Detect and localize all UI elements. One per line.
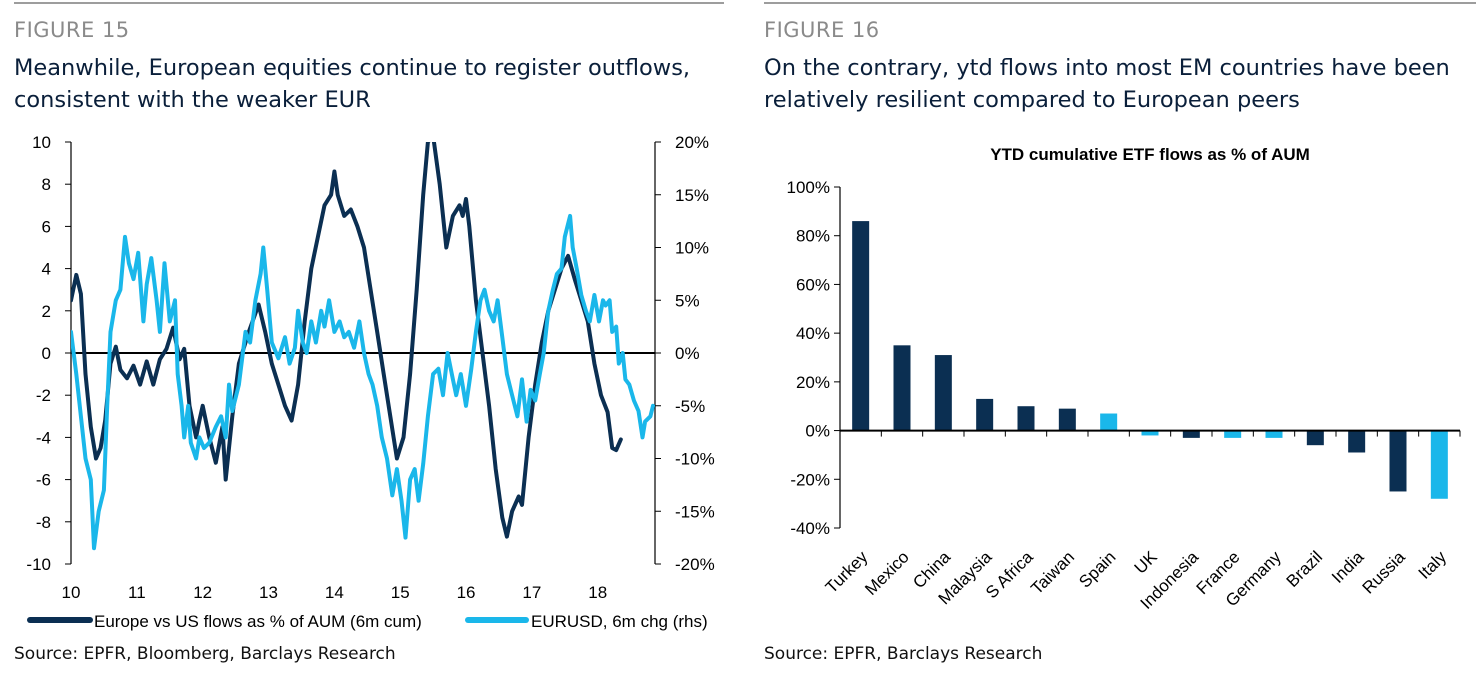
y-tick-label: 20%	[796, 373, 830, 392]
bar	[1348, 430, 1366, 453]
figure-rule	[764, 2, 1476, 4]
y-tick-label: 80%	[796, 227, 830, 246]
x-tick-label: 11	[128, 583, 146, 602]
bar	[1100, 413, 1118, 431]
figure-label: FIGURE 16	[764, 18, 880, 42]
category-label: Taiwan	[1027, 547, 1078, 598]
category-label: UK	[1131, 547, 1162, 578]
category-label: Italy	[1415, 547, 1451, 583]
figure-title-line-1: On the contrary, ytd flows into most EM …	[764, 55, 1450, 81]
y-tick-label: -20%	[790, 470, 830, 489]
bar	[934, 355, 952, 431]
right-tick-label: 0%	[675, 344, 700, 363]
y-tick-label: -40%	[790, 519, 830, 538]
left-tick-label: 0	[42, 344, 51, 363]
left-tick-label: 8	[42, 175, 51, 194]
x-tick-label: 16	[457, 583, 476, 602]
bar	[1141, 430, 1159, 436]
bar	[1430, 430, 1448, 499]
legend-label: EURUSD, 6m chg (rhs)	[531, 612, 708, 631]
left-tick-label: 4	[42, 260, 51, 279]
left-tick-label: -6	[36, 471, 51, 490]
bar	[976, 398, 994, 431]
bar-chart: YTD cumulative ETF flows as % of AUM 100%…	[787, 145, 1461, 613]
y-tick-label: 100%	[787, 178, 830, 197]
category-label: Brazil	[1283, 547, 1326, 590]
series-line	[71, 213, 655, 551]
bar	[1224, 430, 1242, 438]
line-chart: 10 8 6 4 2 0 -2 -4 -6 -8 -10 20% 15% 10% 5% 0% -5% -10% -1…	[26, 133, 715, 631]
source-note: Source: EPFR, Bloomberg, Barclays Resear…	[14, 644, 396, 664]
bar	[1265, 430, 1283, 438]
right-tick-label: -5%	[675, 397, 705, 416]
bar	[1058, 408, 1076, 431]
left-tick-label: 10	[32, 133, 51, 152]
right-tick-label: 10%	[675, 239, 709, 258]
y-tick-label: 60%	[796, 275, 830, 294]
x-tick-label: 10	[62, 583, 81, 602]
figure-title: Meanwhile, European equities continue to…	[14, 52, 690, 116]
left-tick-label: 2	[42, 302, 51, 321]
category-label: Mexico	[861, 547, 913, 599]
figure-title-line-2: consistent with the weaker EUR	[14, 87, 371, 113]
legend-label: Europe vs US flows as % of AUM (6m cum)	[94, 612, 422, 631]
series-group	[71, 142, 655, 551]
figure-label: FIGURE 15	[14, 18, 130, 42]
left-tick-label: -8	[36, 513, 51, 532]
right-tick-label: -10%	[675, 450, 715, 469]
category-label: Spain	[1075, 547, 1119, 591]
x-tick-label: 15	[391, 583, 410, 602]
x-tick-label: 18	[588, 583, 607, 602]
figure-rule	[14, 2, 724, 4]
y-tick-label: 0%	[805, 422, 830, 441]
figure-16-panel: FIGURE 16 On the contrary, ytd flows int…	[750, 0, 1476, 674]
figure-title-line-1: Meanwhile, European equities continue to…	[14, 55, 691, 81]
figure-15-panel: FIGURE 15 Meanwhile, European equities c…	[14, 2, 724, 664]
left-tick-label: 6	[42, 217, 51, 236]
bar	[1306, 430, 1324, 446]
bar	[1017, 406, 1035, 431]
bar	[1182, 430, 1200, 438]
category-label: S Africa	[982, 547, 1037, 602]
right-tick-label: 20%	[675, 133, 709, 152]
x-tick-label: 14	[325, 583, 344, 602]
right-tick-label: 5%	[675, 291, 700, 310]
left-tick-label: -10	[26, 555, 51, 574]
right-tick-label: -20%	[675, 555, 715, 574]
right-tick-label: 15%	[675, 186, 709, 205]
bar	[852, 221, 870, 431]
x-tick-label: 17	[522, 583, 541, 602]
bar	[893, 345, 911, 431]
right-tick-label: -15%	[675, 502, 715, 521]
series-line	[71, 142, 623, 539]
bar	[1389, 430, 1407, 492]
category-label: Russia	[1359, 547, 1410, 598]
figure-title-line-2: relatively resilient compared to Europea…	[764, 87, 1300, 113]
x-tick-label: 12	[193, 583, 212, 602]
figure-title: On the contrary, ytd flows into most EM …	[764, 52, 1450, 116]
left-tick-label: -4	[36, 428, 51, 447]
x-tick-label: 13	[259, 583, 278, 602]
y-tick-label: 40%	[796, 324, 830, 343]
source-note: Source: EPFR, Barclays Research	[764, 644, 1043, 664]
chart-title: YTD cumulative ETF flows as % of AUM	[990, 145, 1310, 164]
left-tick-label: -2	[36, 386, 51, 405]
